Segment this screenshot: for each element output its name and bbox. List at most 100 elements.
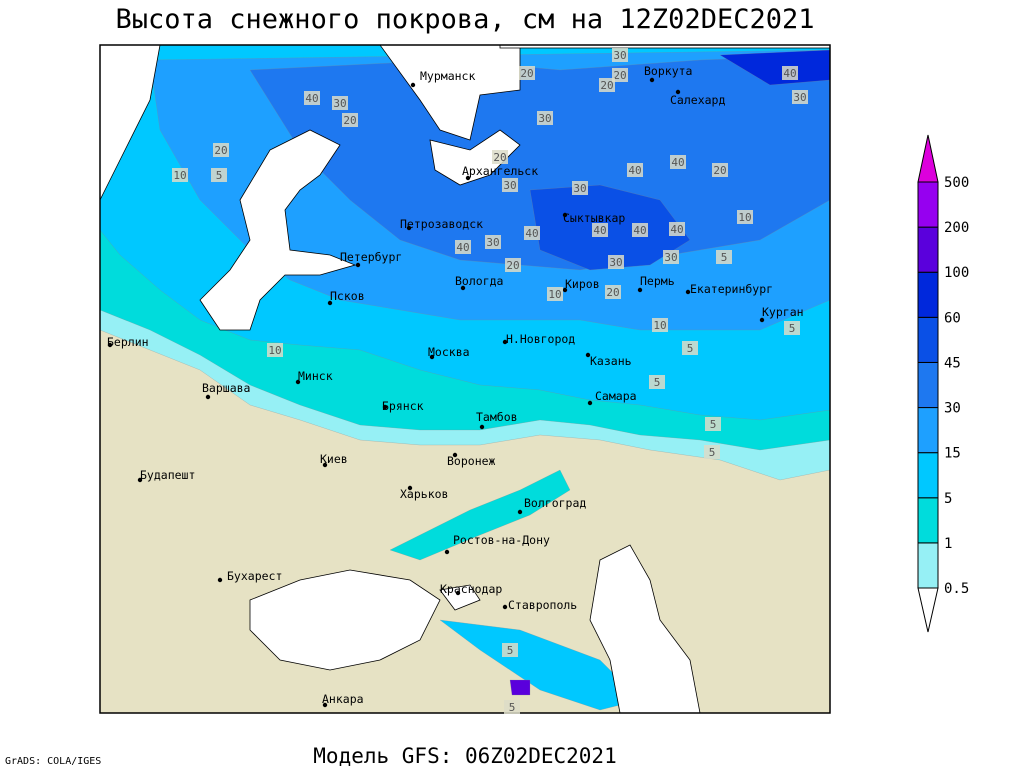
contour-label-box (682, 341, 698, 355)
colorbar-swatch (917, 134, 939, 183)
city-label: Харьков (400, 487, 448, 501)
contour-label-box (485, 235, 501, 249)
colorbar-swatch (917, 361, 939, 409)
contour-label: 30 (793, 91, 806, 104)
city-dot (460, 285, 466, 291)
city-label: Салехард (670, 93, 725, 107)
city-label: Киров (565, 277, 600, 291)
city-label: Москва (428, 345, 470, 359)
city-dot (107, 342, 113, 348)
city-label: Архангельск (462, 164, 538, 178)
contour-label: 5 (507, 644, 514, 657)
contour-label-box (782, 66, 798, 80)
contour-label-box (652, 318, 668, 332)
sea (379, 45, 521, 141)
city-dot (406, 225, 412, 231)
city-dot (327, 300, 333, 306)
contour-label-box (716, 250, 732, 264)
city-label: Тамбов (476, 410, 518, 424)
sea (589, 544, 701, 713)
city-label: Киев (320, 452, 348, 466)
contour-label-box (669, 222, 685, 236)
title: Высота снежного покрова, см на 12Z02DEC2… (116, 4, 815, 35)
city-label: Н.Новгород (506, 332, 575, 346)
snow-area (389, 469, 571, 561)
contour-label-box (612, 68, 628, 82)
city-dot (587, 400, 593, 406)
city-dot (562, 287, 568, 293)
contour-label: 20 (506, 259, 519, 272)
city-dot (429, 354, 435, 360)
colorbar-label: 500 (944, 175, 969, 191)
contour-label: 40 (670, 223, 683, 236)
city-dot (295, 379, 301, 385)
colorbar-label: 5 (944, 491, 952, 507)
contour-label-box (213, 143, 229, 157)
labels: Мурманск Воркута Салехард Архангельск Петроз… (107, 48, 808, 714)
colorbar-swatch (917, 181, 939, 228)
colorbar-label: 1 (944, 536, 952, 552)
city-dot (517, 509, 523, 515)
contour-label-box (784, 321, 800, 335)
contour-label-box (304, 91, 320, 105)
colorbar-swatch (917, 316, 939, 363)
city-label: Пермь (640, 274, 675, 288)
city-dot (502, 604, 508, 610)
map-frame (99, 44, 831, 714)
sea (439, 584, 481, 611)
city-label: Волгоград (524, 496, 586, 510)
contour-label-box (455, 240, 471, 254)
city-dot (355, 262, 361, 268)
colorbar-swatch (917, 407, 939, 454)
colorbar-swatch (917, 226, 939, 273)
contour-label-box (537, 111, 553, 125)
colorbar-label: 0.5 (944, 581, 969, 597)
contour-label-box (649, 375, 665, 389)
contour-label: 30 (573, 182, 586, 195)
contour-label: 40 (456, 241, 469, 254)
sea (249, 569, 441, 671)
snow-area (509, 679, 531, 696)
colorbar-label: 30 (944, 401, 961, 417)
contour-label: 20 (613, 69, 626, 82)
city-label: Воронеж (447, 454, 496, 468)
contour-label: 10 (738, 211, 751, 224)
contour-label-box (632, 223, 648, 237)
contour-label-box (599, 78, 615, 92)
contour-label: 30 (664, 251, 677, 264)
colorbar-label: 15 (944, 446, 961, 462)
contour-label-box (172, 168, 188, 182)
city-label: Курган (762, 305, 804, 319)
snow-area (719, 49, 830, 86)
city-label: Казань (590, 354, 632, 368)
colorbar-swatch (917, 452, 939, 499)
colorbar-swatch (917, 497, 939, 544)
contour-label: 5 (216, 169, 223, 182)
city-dot (465, 175, 471, 181)
contour-label-box (612, 48, 628, 62)
contour-label-box (492, 150, 508, 164)
contour-label: 40 (525, 227, 538, 240)
contour-label-box (502, 178, 518, 192)
contour-label: 30 (333, 97, 346, 110)
city-dot (205, 394, 211, 400)
contour-label-box (592, 223, 608, 237)
contour-label-box (712, 163, 728, 177)
contour-label-box (519, 66, 535, 80)
city-dot (322, 462, 328, 468)
contour-label-box (267, 343, 283, 357)
city-label: Мурманск (420, 69, 475, 83)
contour-label-box (332, 96, 348, 110)
city-label: Анкара (322, 692, 364, 706)
contour-label: 5 (789, 322, 796, 335)
contour-label-box (705, 417, 721, 431)
contour-label: 20 (520, 67, 533, 80)
contour-label: 30 (538, 112, 551, 125)
contour-label: 40 (593, 224, 606, 237)
contour-label: 10 (548, 288, 561, 301)
city-dot (217, 577, 223, 583)
sea (100, 45, 161, 201)
city-label: Псков (330, 289, 365, 303)
city-label: Петрозаводск (400, 217, 483, 231)
